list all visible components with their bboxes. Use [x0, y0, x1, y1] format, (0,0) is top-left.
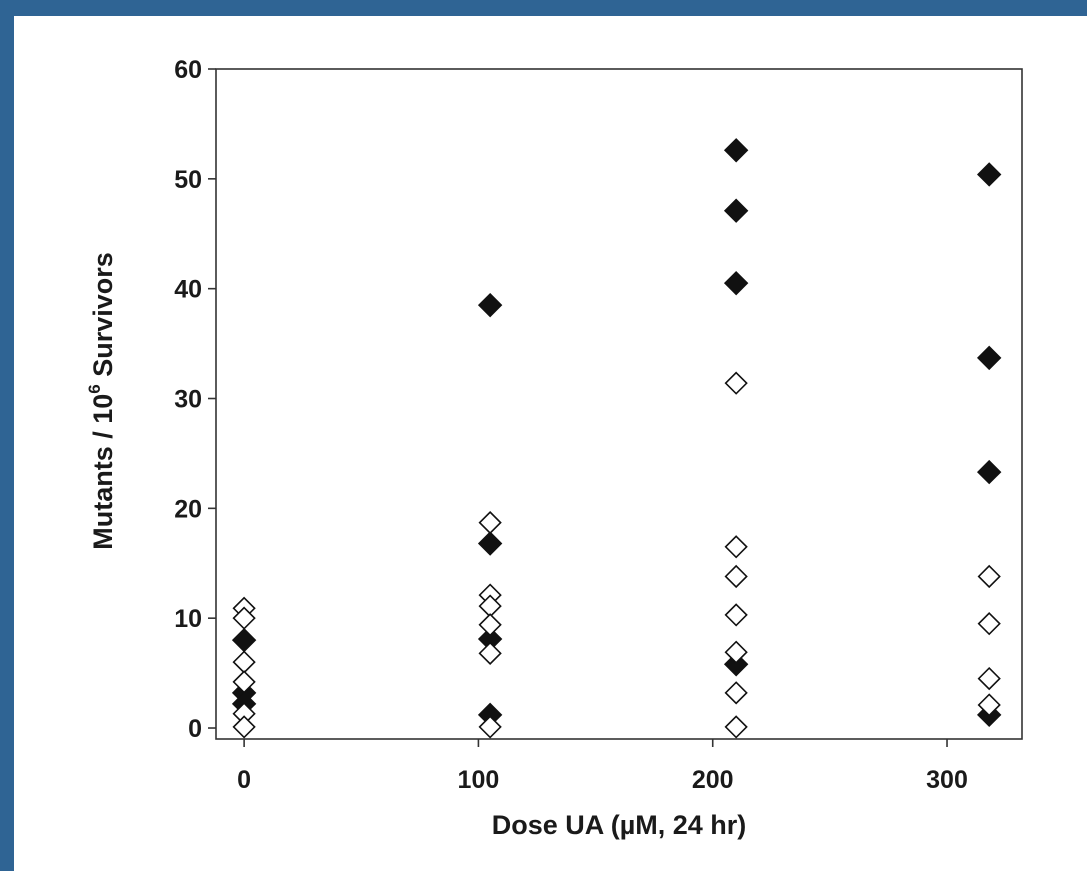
filled-diamond-point: [976, 345, 1002, 371]
x-tick-label: 300: [926, 766, 968, 794]
filled-diamond-point: [723, 198, 749, 223]
data-points: [231, 138, 1002, 739]
y-tick-label: 50: [174, 166, 202, 194]
open-diamond-point: [724, 535, 748, 559]
y-tick-label: 0: [188, 715, 202, 743]
open-diamond-point: [977, 666, 1001, 691]
y-axis-ticks: 0 10 20 30 40 50 60: [174, 56, 216, 743]
filled-diamond-point: [976, 459, 1002, 485]
y-tick-label: 20: [174, 495, 202, 523]
open-diamond-point: [478, 715, 502, 739]
x-tick-label: 200: [692, 766, 734, 794]
filled-diamond-point: [723, 138, 749, 163]
open-diamond-point: [478, 613, 502, 637]
y-tick-label: 60: [174, 56, 202, 84]
open-diamond-point: [232, 606, 256, 630]
open-diamond-point: [232, 715, 256, 739]
y-axis-title: Mutants / 106 Survivors: [85, 252, 118, 550]
x-tick-label: 100: [458, 766, 500, 794]
filled-diamond-point: [976, 162, 1002, 187]
filled-diamond-point: [477, 292, 503, 318]
y-axis-title-superscript: 6: [85, 384, 104, 393]
scatter-chart: 0 10 20 30 40 50 60 0 100 200 300 Dose UA (µM, 24…: [85, 56, 1023, 840]
open-diamond-point: [977, 612, 1001, 636]
y-axis-title-prefix: Mutants / 10: [88, 394, 118, 550]
plot-frame: [215, 68, 1023, 740]
open-diamond-point: [232, 670, 256, 694]
open-diamond-point: [232, 650, 256, 674]
open-diamond-point: [724, 603, 748, 627]
filled-diamond-point: [723, 652, 749, 677]
open-diamond-point: [478, 641, 502, 665]
x-tick-label: 0: [237, 766, 251, 794]
open-diamond-point: [724, 715, 748, 739]
open-diamond-point: [977, 693, 1001, 717]
open-diamond-point: [724, 640, 748, 664]
filled-diamond-point: [231, 627, 257, 653]
x-axis-ticks: 0 100 200 300: [237, 739, 968, 794]
open-diamond-point: [977, 564, 1001, 589]
y-tick-label: 10: [174, 605, 202, 633]
chart-panel: 0 10 20 30 40 50 60 0 100 200 300 Dose UA (µM, 24…: [14, 16, 1087, 871]
open-diamond-point: [724, 371, 748, 395]
y-axis-title-suffix: Survivors: [88, 252, 118, 384]
open-diamond-point: [724, 681, 748, 705]
y-tick-label: 40: [174, 276, 202, 304]
filled-diamond-point: [723, 270, 749, 296]
y-tick-label: 30: [174, 386, 202, 414]
open-diamond-point: [724, 564, 748, 589]
filled-diamond-point: [477, 531, 503, 556]
x-axis-title: Dose UA (µM, 24 hr): [492, 810, 747, 840]
open-diamond-point: [478, 510, 502, 535]
